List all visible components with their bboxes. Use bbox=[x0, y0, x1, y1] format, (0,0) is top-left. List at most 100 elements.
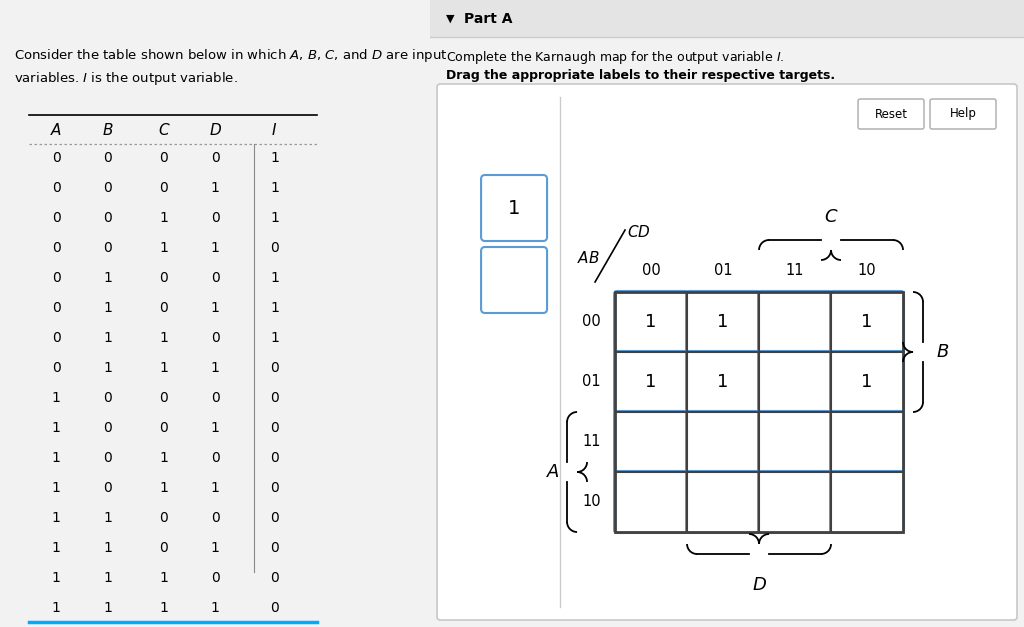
FancyBboxPatch shape bbox=[614, 471, 688, 533]
Text: 1: 1 bbox=[103, 511, 112, 525]
FancyBboxPatch shape bbox=[686, 351, 760, 413]
Text: 0: 0 bbox=[103, 451, 112, 465]
Text: 1: 1 bbox=[160, 241, 168, 255]
Text: 0: 0 bbox=[160, 181, 168, 195]
Text: 1: 1 bbox=[211, 181, 219, 195]
Text: 1: 1 bbox=[211, 361, 219, 375]
Text: 1: 1 bbox=[52, 451, 60, 465]
Text: 1: 1 bbox=[103, 361, 112, 375]
Text: 1: 1 bbox=[52, 571, 60, 585]
Text: 1: 1 bbox=[861, 313, 872, 331]
Text: 0: 0 bbox=[52, 331, 60, 345]
Text: 0: 0 bbox=[160, 541, 168, 555]
Text: 1: 1 bbox=[160, 451, 168, 465]
Text: 0: 0 bbox=[270, 601, 279, 615]
Text: 1: 1 bbox=[211, 541, 219, 555]
Text: 00: 00 bbox=[642, 263, 660, 278]
Text: 0: 0 bbox=[160, 511, 168, 525]
Text: 1: 1 bbox=[103, 301, 112, 315]
FancyBboxPatch shape bbox=[686, 471, 760, 533]
Text: 1: 1 bbox=[211, 301, 219, 315]
Text: 0: 0 bbox=[211, 211, 219, 225]
Text: 0: 0 bbox=[160, 421, 168, 435]
Text: 11: 11 bbox=[583, 435, 601, 450]
Text: $\mathit{I}$: $\mathit{I}$ bbox=[271, 122, 278, 138]
Text: Drag the appropriate labels to their respective targets.: Drag the appropriate labels to their res… bbox=[446, 69, 836, 82]
FancyBboxPatch shape bbox=[481, 247, 547, 313]
Text: ▼: ▼ bbox=[446, 14, 455, 24]
FancyBboxPatch shape bbox=[614, 411, 688, 473]
Text: Consider the table shown below in which $\mathit{A}$, $\mathit{B}$, $\mathit{C}$: Consider the table shown below in which … bbox=[14, 47, 447, 87]
Text: 1: 1 bbox=[211, 421, 219, 435]
Text: 1: 1 bbox=[160, 331, 168, 345]
Text: 0: 0 bbox=[270, 511, 279, 525]
Text: 0: 0 bbox=[52, 361, 60, 375]
Text: 0: 0 bbox=[103, 211, 112, 225]
Text: 10: 10 bbox=[858, 263, 877, 278]
FancyBboxPatch shape bbox=[830, 411, 904, 473]
Text: 0: 0 bbox=[211, 391, 219, 405]
Text: 1: 1 bbox=[270, 211, 279, 225]
Text: 0: 0 bbox=[270, 541, 279, 555]
Text: 00: 00 bbox=[583, 315, 601, 330]
Text: 1: 1 bbox=[52, 601, 60, 615]
FancyBboxPatch shape bbox=[830, 351, 904, 413]
Text: $\mathit{B}$: $\mathit{B}$ bbox=[936, 343, 949, 361]
Text: Reset: Reset bbox=[874, 107, 907, 120]
Text: 1: 1 bbox=[508, 199, 520, 218]
Text: 1: 1 bbox=[211, 601, 219, 615]
Text: 1: 1 bbox=[103, 271, 112, 285]
Text: $\mathit{A}$: $\mathit{A}$ bbox=[50, 122, 62, 138]
Text: 1: 1 bbox=[52, 511, 60, 525]
Text: 0: 0 bbox=[270, 481, 279, 495]
Text: 0: 0 bbox=[52, 181, 60, 195]
Text: 0: 0 bbox=[52, 301, 60, 315]
Text: 1: 1 bbox=[160, 361, 168, 375]
Text: 0: 0 bbox=[270, 451, 279, 465]
Text: $\mathit{D}$: $\mathit{D}$ bbox=[752, 576, 767, 594]
Text: 1: 1 bbox=[103, 571, 112, 585]
Text: 0: 0 bbox=[211, 451, 219, 465]
Text: 0: 0 bbox=[103, 391, 112, 405]
Text: 0: 0 bbox=[211, 271, 219, 285]
Text: 0: 0 bbox=[211, 571, 219, 585]
Text: 1: 1 bbox=[270, 331, 279, 345]
Bar bbox=[430, 0, 1024, 37]
Text: 0: 0 bbox=[103, 181, 112, 195]
Text: 0: 0 bbox=[270, 571, 279, 585]
Text: $\mathit{CD}$: $\mathit{CD}$ bbox=[627, 224, 650, 240]
Text: 1: 1 bbox=[718, 373, 729, 391]
Text: 1: 1 bbox=[52, 391, 60, 405]
Text: 1: 1 bbox=[160, 571, 168, 585]
FancyBboxPatch shape bbox=[686, 291, 760, 353]
Text: 1: 1 bbox=[645, 313, 656, 331]
FancyBboxPatch shape bbox=[481, 175, 547, 241]
FancyBboxPatch shape bbox=[614, 351, 688, 413]
Text: 0: 0 bbox=[160, 271, 168, 285]
Text: 0: 0 bbox=[103, 241, 112, 255]
Text: 1: 1 bbox=[103, 541, 112, 555]
Text: 1: 1 bbox=[270, 181, 279, 195]
FancyBboxPatch shape bbox=[830, 471, 904, 533]
FancyBboxPatch shape bbox=[930, 99, 996, 129]
Text: 1: 1 bbox=[160, 601, 168, 615]
FancyBboxPatch shape bbox=[758, 411, 833, 473]
Text: 01: 01 bbox=[583, 374, 601, 389]
Text: 0: 0 bbox=[270, 361, 279, 375]
Text: 0: 0 bbox=[103, 481, 112, 495]
FancyBboxPatch shape bbox=[758, 471, 833, 533]
FancyBboxPatch shape bbox=[830, 291, 904, 353]
Text: 1: 1 bbox=[211, 481, 219, 495]
Text: 0: 0 bbox=[160, 151, 168, 165]
FancyBboxPatch shape bbox=[758, 351, 833, 413]
Text: 1: 1 bbox=[52, 421, 60, 435]
Text: $\mathit{AB}$: $\mathit{AB}$ bbox=[578, 250, 600, 266]
Text: 0: 0 bbox=[52, 151, 60, 165]
Text: 1: 1 bbox=[861, 373, 872, 391]
Text: 0: 0 bbox=[52, 241, 60, 255]
Text: 0: 0 bbox=[103, 151, 112, 165]
Text: $\mathit{A}$: $\mathit{A}$ bbox=[546, 463, 560, 481]
FancyBboxPatch shape bbox=[614, 291, 688, 353]
Text: 11: 11 bbox=[785, 263, 804, 278]
Text: 1: 1 bbox=[270, 151, 279, 165]
